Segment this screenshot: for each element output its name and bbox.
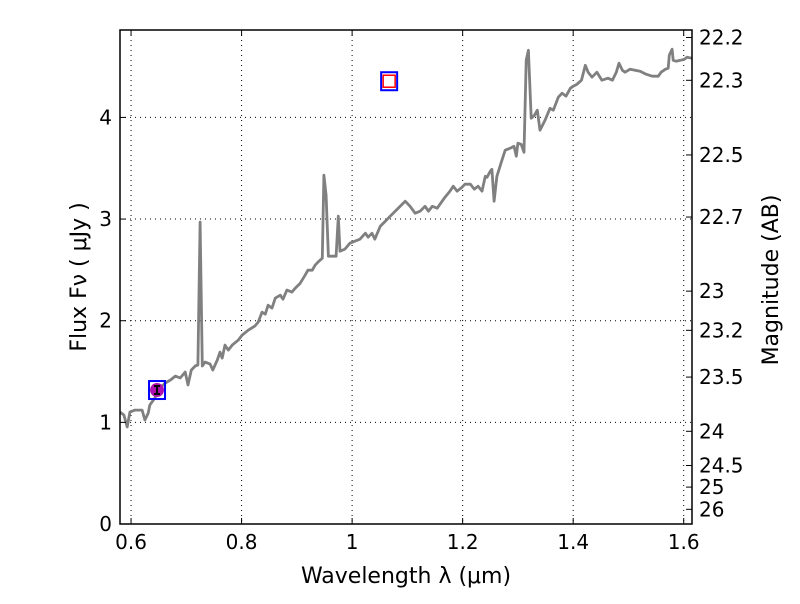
model-photometry-square [382, 74, 396, 88]
x-tick-label: 1.4 [557, 530, 589, 554]
x-tick-label: 1.2 [447, 530, 479, 554]
x-tick-label: 0.6 [115, 530, 147, 554]
grid [120, 30, 692, 525]
series-layer [119, 47, 693, 429]
plot-frame [119, 29, 693, 525]
right-tick-label: 22.5 [699, 143, 744, 167]
y-tick-label: 1 [99, 410, 112, 434]
y-tick-label: 0 [99, 512, 112, 536]
right-tick-label: 22.7 [699, 205, 744, 229]
right-tick-label: 24 [699, 419, 724, 443]
right-tick-label: 23.2 [699, 318, 744, 342]
right-tick-label: 23 [699, 279, 724, 303]
y-tick-label: 3 [99, 207, 112, 231]
y-tick-label: 2 [99, 309, 112, 333]
y-axis-label: Flux Fν ( μJy ) [67, 202, 92, 351]
x-tick-label: 1.6 [668, 530, 700, 554]
spectrum-line [119, 47, 693, 429]
markers-layer [148, 71, 399, 401]
y-axis-right-label: Magnitude (AB) [759, 195, 784, 366]
ticks: 0.6 0.8 1 1.2 1.4 1.60123422.222.322.522.7232… [99, 25, 743, 554]
x-tick-label: 1 [346, 530, 359, 554]
observed-photometry-box [148, 380, 167, 401]
right-tick-label: 26 [699, 497, 724, 521]
x-tick-label: 0.8 [226, 530, 258, 554]
y-tick-label: 4 [99, 105, 112, 129]
right-tick-label: 22.3 [699, 68, 744, 92]
right-tick-label: 25 [699, 475, 724, 499]
right-tick-label: 22.2 [699, 25, 744, 49]
right-tick-label: 23.5 [699, 365, 744, 389]
x-axis-label: Wavelength λ (μm) [301, 564, 511, 589]
observed-photometry-errorbar [154, 385, 161, 396]
right-tick-label: 24.5 [699, 454, 744, 478]
model-photometry-box [380, 71, 399, 92]
